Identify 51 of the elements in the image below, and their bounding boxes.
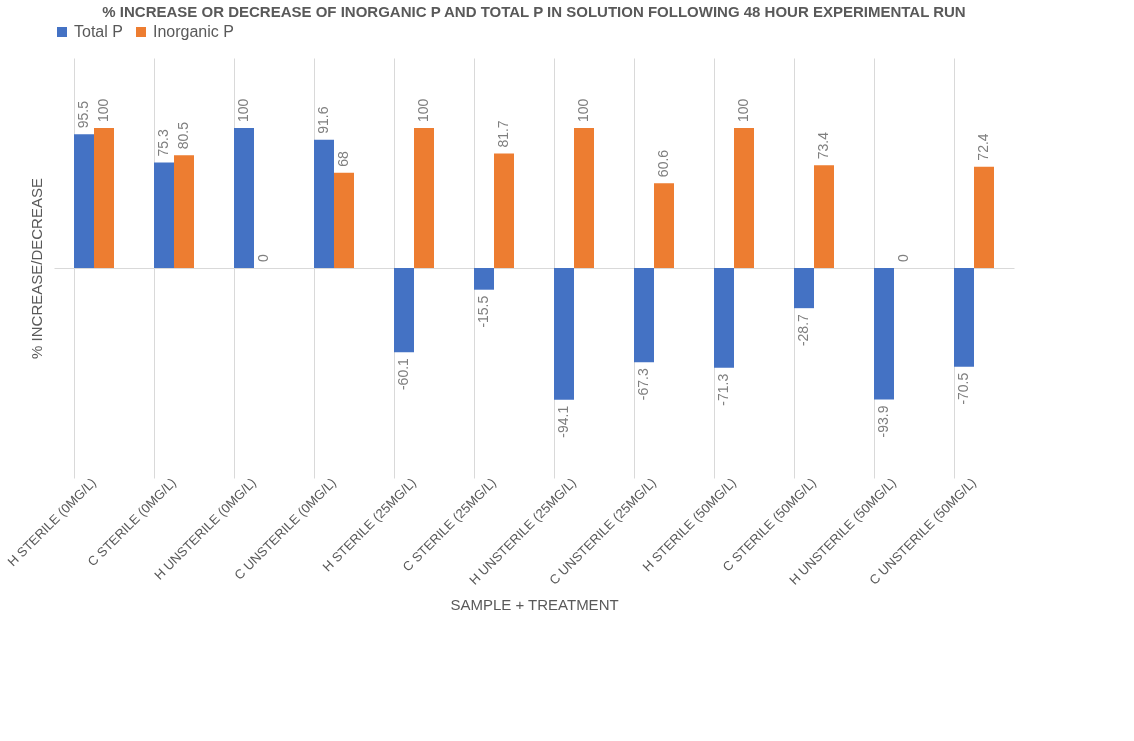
data-label: 72.4: [975, 133, 991, 161]
bar: [794, 268, 814, 309]
bar: [414, 128, 434, 268]
data-label: -15.5: [475, 295, 491, 328]
data-label: 100: [95, 98, 111, 122]
bar: [394, 268, 414, 353]
bar: [174, 155, 194, 268]
data-label: 80.5: [175, 121, 191, 150]
bar: [94, 128, 114, 268]
data-label: -94.1: [555, 405, 571, 438]
bar: [734, 128, 754, 268]
data-label: 95.5: [75, 100, 91, 129]
legend-label: Inorganic P: [153, 23, 234, 40]
bar: [634, 268, 654, 363]
data-label: 68: [335, 151, 351, 167]
data-label: -60.1: [395, 357, 411, 391]
chart-title: % INCREASE OR DECREASE OF INORGANIC P AND TOTAL P IN SOLUTION FOLLOWING 48 HOUR EXPERIMENTAL RUN: [102, 3, 966, 20]
data-label: 100: [235, 98, 251, 122]
data-label: -93.9: [875, 405, 891, 438]
data-label: 73.4: [815, 131, 831, 160]
bar: [574, 128, 594, 268]
bar: [714, 268, 734, 368]
bar: [874, 268, 894, 400]
x-axis-title: SAMPLE + TREATMENT: [450, 595, 619, 613]
data-label: 100: [735, 98, 751, 122]
data-label: 0: [895, 254, 911, 262]
bar: [974, 166, 994, 268]
data-label: -28.7: [795, 313, 811, 347]
bar: [314, 139, 334, 268]
data-label: 0: [255, 254, 271, 262]
data-label: 81.7: [495, 120, 511, 148]
bar: [814, 165, 834, 268]
bar: [154, 162, 174, 268]
data-label: 60.6: [655, 149, 671, 178]
bar: [474, 268, 494, 290]
data-label: -71.3: [715, 373, 731, 406]
legend-label: Total P: [74, 23, 123, 40]
data-label: 100: [415, 98, 431, 122]
bar: [74, 134, 94, 268]
data-label: -70.5: [955, 372, 971, 405]
bar: [654, 183, 674, 268]
bar: [334, 172, 354, 268]
bar: [954, 268, 974, 367]
data-label: 100: [575, 98, 591, 122]
bar: [234, 128, 254, 268]
bar: [494, 153, 514, 268]
data-label: 75.3: [155, 129, 171, 157]
bar: [554, 268, 574, 400]
data-label: 91.6: [315, 106, 331, 134]
y-axis-title: % INCREASE/DECREASE: [27, 178, 45, 359]
data-label: -67.3: [635, 368, 651, 401]
